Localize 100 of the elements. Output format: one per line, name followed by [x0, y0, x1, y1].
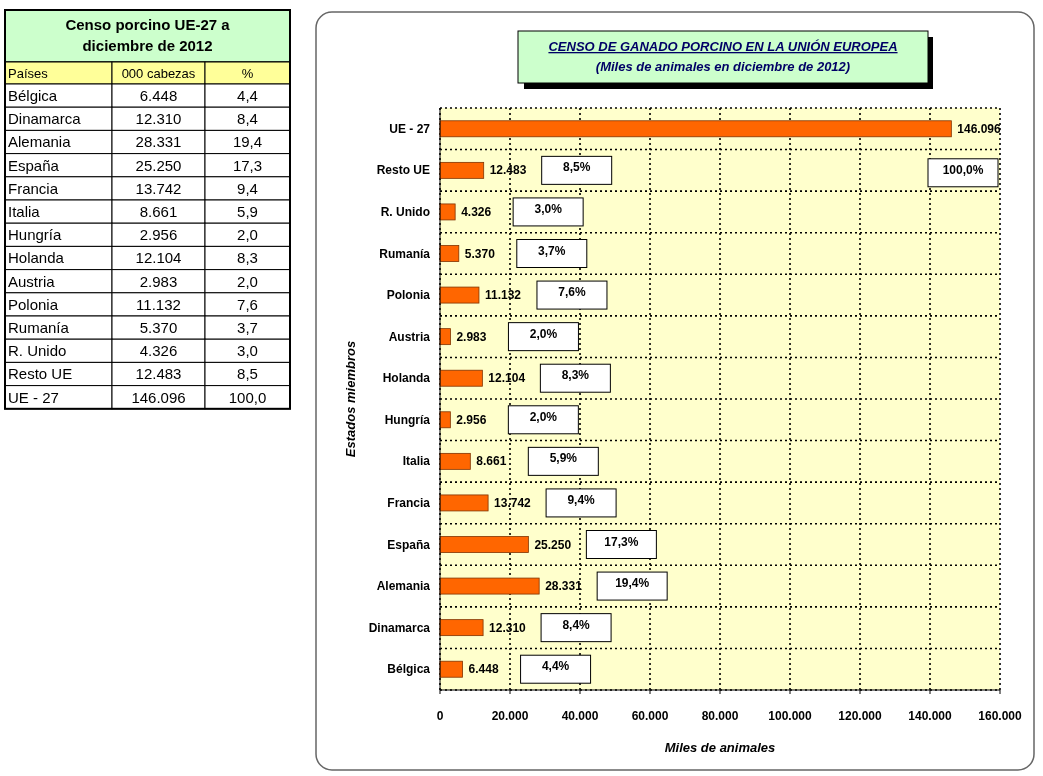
bar — [439, 120, 952, 138]
bar — [439, 577, 540, 595]
text: 4.326 — [139, 342, 178, 360]
text: 28.331 — [135, 133, 182, 151]
annotation: 8,3% — [561, 368, 590, 383]
text: 19,4 — [232, 133, 263, 151]
text: 3,7 — [237, 319, 258, 336]
y-tick-label: R. Unido — [380, 204, 430, 219]
text: Alemania — [8, 133, 72, 151]
data-label: 2.983 — [456, 329, 487, 344]
x-tick-label: 80.000 — [701, 709, 739, 723]
y-tick-label: Hungría — [384, 412, 431, 427]
text: Bélgica — [8, 87, 58, 104]
data-label: 6.448 — [468, 662, 499, 677]
y-tick-label: UE - 27 — [389, 121, 431, 136]
text: UE - 27 — [8, 388, 59, 406]
annotation: 3,7% — [538, 243, 566, 258]
bar — [439, 203, 456, 221]
text: Rumanía — [8, 319, 70, 336]
text: Italia — [8, 203, 41, 220]
y-tick-label: Rumanía — [379, 246, 431, 261]
x-tick-label: 120.000 — [838, 709, 883, 723]
text: 11.132 — [136, 295, 181, 313]
annotation: 5,9% — [549, 451, 578, 466]
x-tick-label: 100.000 — [768, 709, 813, 723]
text: 17,3 — [232, 156, 263, 174]
text: 8,3 — [237, 249, 258, 267]
text: 2,0 — [237, 226, 258, 244]
bar — [439, 494, 489, 512]
text: 8,4 — [237, 110, 258, 128]
x-tick-label: 60.000 — [631, 709, 669, 723]
text: 2.983 — [139, 272, 178, 290]
annotation: 4,4% — [541, 659, 570, 674]
text: 100,0 — [228, 388, 267, 406]
data-label: 8.661 — [476, 454, 507, 469]
category-label: 000 cabezas — [121, 66, 196, 81]
bar — [439, 619, 484, 637]
annotation: 2,0% — [529, 409, 558, 424]
bar — [439, 161, 485, 179]
text: 5.370 — [139, 319, 178, 336]
chart-title: CENSO DE GANADO PORCINO EN LA UNIÓN EUROPEA — [548, 39, 898, 54]
annotation: 2,0% — [529, 326, 558, 341]
text: Resto UE — [8, 365, 73, 383]
data-label: 13.742 — [494, 495, 532, 510]
x-tick-label: 0 — [436, 709, 444, 723]
text: Hungría — [8, 226, 63, 244]
text: Dinamarca — [8, 110, 82, 128]
text: 2.956 — [139, 226, 178, 244]
text: 2,0 — [237, 272, 258, 290]
data-label: 4.326 — [461, 204, 492, 219]
text: 8.661 — [139, 203, 178, 220]
x-tick-label: 160.000 — [978, 709, 1023, 723]
text: Holanda — [8, 249, 65, 267]
data-label: 25.250 — [534, 537, 572, 552]
y-tick-label: Polonia — [386, 288, 431, 303]
text: 8,5 — [237, 365, 258, 383]
annotation: 100,0% — [942, 162, 984, 177]
x-axis-title: Miles de animales — [664, 740, 776, 755]
data-label: 2.956 — [456, 412, 487, 427]
x-tick-label: 140.000 — [908, 709, 953, 723]
annotation: 19,4% — [615, 576, 650, 591]
text: 3,0 — [237, 342, 258, 360]
y-tick-label: Alemania — [376, 579, 431, 594]
text: Censo porcino UE-27 a diciembre de 2012 — [65, 16, 231, 54]
text: Polonia — [8, 295, 59, 313]
y-tick-label: Italia — [402, 454, 431, 469]
text: España — [8, 156, 60, 174]
x-tick-label: 40.000 — [561, 709, 599, 723]
data-label: 12.104 — [488, 371, 526, 386]
category-label: Países — [8, 66, 49, 81]
y-tick-label: España — [387, 537, 431, 552]
data-label: 11.132 — [484, 288, 522, 303]
bar — [439, 411, 451, 429]
data-label: 12.310 — [489, 620, 527, 635]
text: 12.310 — [135, 110, 182, 128]
text: 9,4 — [237, 179, 258, 197]
text: 6.448 — [139, 87, 178, 104]
bar — [439, 452, 471, 470]
y-tick-label: Dinamarca — [368, 620, 431, 635]
text: Austria — [8, 272, 56, 290]
bar — [439, 328, 451, 346]
annotation: 3,0% — [534, 201, 563, 216]
text: 12.104 — [135, 249, 182, 267]
bar — [439, 369, 483, 387]
bar — [439, 536, 529, 553]
text: 25.250 — [135, 156, 182, 174]
y-tick-label: Austria — [388, 329, 431, 344]
bar — [439, 660, 463, 678]
data-label: 12.483 — [489, 163, 527, 178]
y-tick-label: Holanda — [382, 371, 431, 386]
chart-subtitle: (Miles de animales en diciembre de 2012) — [595, 59, 851, 74]
text: 146.096 — [131, 388, 186, 406]
y-tick-label: Resto UE — [376, 163, 430, 178]
text: 12.483 — [135, 365, 182, 383]
annotation: 7,6% — [558, 285, 586, 300]
annotation: 8,5% — [563, 160, 591, 175]
y-tick-label: Bélgica — [387, 662, 431, 677]
annotation: 8,4% — [562, 617, 591, 632]
data-label: 146.096 — [957, 121, 1002, 136]
annotation: 9,4% — [567, 492, 596, 507]
